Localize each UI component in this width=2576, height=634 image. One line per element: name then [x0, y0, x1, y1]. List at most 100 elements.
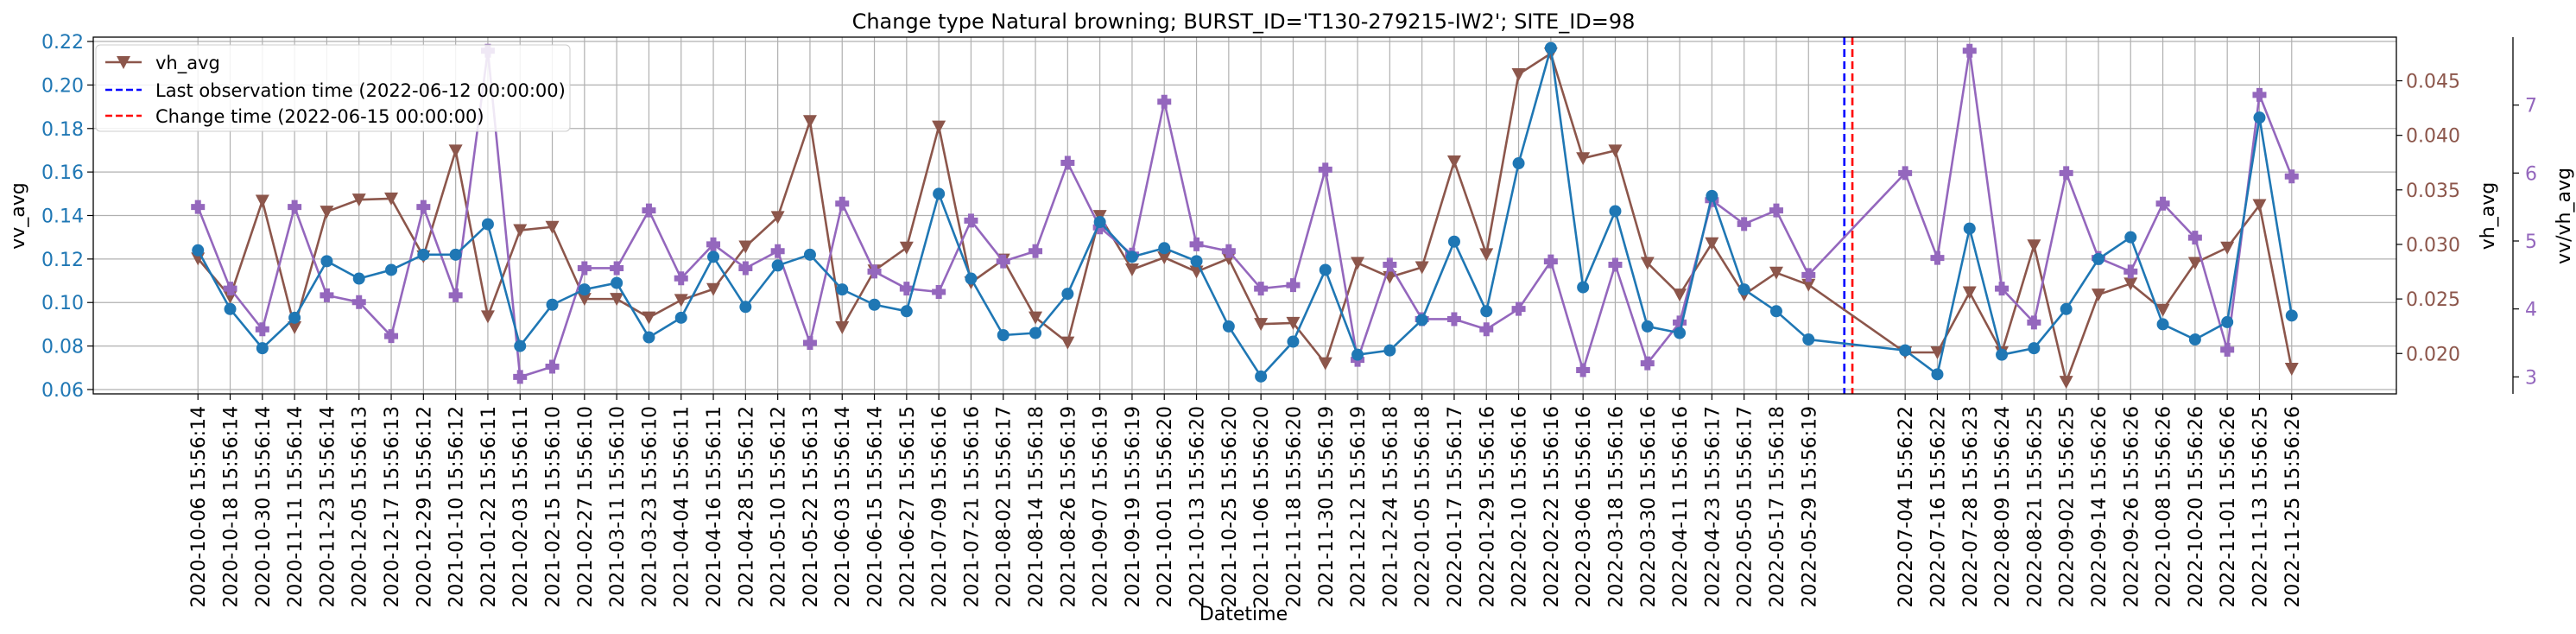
point-vh-avg: [2059, 376, 2073, 390]
point-vh-avg: [1801, 278, 1816, 292]
point-vh-avg: [932, 120, 946, 134]
point-vh-avg: [1286, 316, 1301, 330]
point-vv-avg: [417, 248, 430, 261]
tick-layer: 2020-10-06 15:56:14 2020-10-18 15:56:14 20…: [41, 32, 2537, 608]
point-vh-avg: [577, 293, 592, 307]
x-tick-label: 2021-06-27 15:56:15: [897, 406, 919, 608]
point-vv-vh-avg: [448, 288, 463, 302]
point-vv-vh-avg: [191, 200, 206, 214]
x-tick-label: 2022-09-26 15:56:26: [2121, 406, 2142, 608]
point-vh-avg: [770, 211, 785, 225]
legend-label-change-time: Change time (2022-06-15 00:00:00): [155, 106, 484, 127]
point-vh-avg: [706, 282, 721, 296]
point-vv-vh-avg: [738, 261, 753, 276]
x-tick-label: 2021-10-13 15:56:20: [1187, 406, 1209, 608]
x-tick-label: 2021-09-07 15:56:19: [1091, 406, 1112, 608]
point-vv-avg: [2221, 315, 2234, 328]
point-vv-avg: [2092, 252, 2104, 265]
point-vv-avg: [578, 283, 591, 296]
point-vv-avg: [449, 248, 462, 261]
point-vv-vh-avg: [416, 200, 431, 214]
x-tick-label: 2022-01-29 15:56:16: [1477, 406, 1498, 608]
point-vv-vh-avg: [706, 237, 721, 251]
x-tick-label: 2021-05-22 15:56:13: [801, 406, 822, 608]
point-vv-vh-avg: [1608, 257, 1623, 272]
point-vv-avg: [2060, 302, 2073, 315]
series-vv-vh-avg: [191, 43, 2299, 384]
x-tick-label: 2021-04-16 15:56:11: [704, 406, 725, 608]
x-tick-label: 2021-07-09 15:56:16: [929, 406, 951, 608]
point-vh-avg: [545, 220, 560, 234]
x-tick-label: 2022-04-23 15:56:17: [1702, 406, 1724, 608]
series-line-vv-vh-avg: [197, 49, 2293, 378]
point-vh-avg: [513, 224, 528, 238]
point-vv-avg: [771, 259, 784, 272]
point-vv-vh-avg: [1769, 203, 1783, 218]
x-tick-label: 2020-12-29 15:56:12: [414, 406, 435, 608]
x-tick-label: 2021-08-14 15:56:18: [1026, 406, 1047, 608]
y-right2-axis-title: vv/vh_avg: [2554, 168, 2575, 264]
point-vv-vh-avg: [577, 261, 592, 276]
x-tick-label: 2021-07-21 15:56:16: [961, 406, 983, 608]
point-vv-avg: [288, 311, 301, 324]
point-vv-avg: [674, 311, 687, 324]
point-vh-avg: [2091, 288, 2105, 302]
point-vv-vh-avg: [1898, 166, 1913, 181]
point-vv-vh-avg: [2123, 264, 2138, 279]
x-tick-label: 2022-09-14 15:56:26: [2089, 406, 2111, 608]
x-tick-label: 2021-04-04 15:56:11: [672, 406, 693, 608]
point-vv-vh-avg: [1221, 244, 1236, 258]
point-vv-avg: [1351, 348, 1364, 361]
point-vv-avg: [707, 250, 720, 263]
vline-layer: [1843, 37, 1854, 394]
point-vh-avg: [1124, 263, 1139, 277]
y-left-tick-label: 0.14: [41, 206, 84, 228]
point-vv-vh-avg: [255, 322, 269, 337]
point-vv-avg: [1158, 242, 1171, 255]
point-vv-vh-avg: [610, 261, 624, 276]
point-vv-avg: [836, 283, 849, 296]
point-vv-avg: [2285, 309, 2298, 322]
point-vh-avg: [802, 115, 817, 129]
point-vv-vh-avg: [1962, 43, 1977, 58]
point-vh-avg: [1415, 261, 1429, 275]
point-vv-vh-avg: [1157, 94, 1172, 109]
point-vv-avg: [1769, 305, 1782, 318]
series-line-vh-avg: [197, 52, 2294, 384]
series-layer: [191, 41, 2299, 390]
point-vv-avg: [1125, 250, 1138, 263]
x-tick-label: 2021-12-12 15:56:19: [1348, 406, 1370, 608]
x-tick-label: 2022-02-10 15:56:16: [1510, 406, 1531, 608]
point-vv-avg: [224, 302, 237, 315]
point-vv-vh-avg: [513, 370, 528, 384]
x-tick-label: 2022-07-16 15:56:22: [1927, 406, 1949, 608]
y-right1-axis-title: vh_avg: [2478, 182, 2499, 250]
y-left-tick-label: 0.06: [41, 380, 84, 402]
y-right2-tick-label: 4: [2525, 300, 2537, 321]
y-right2-tick-label: 3: [2525, 367, 2537, 389]
x-tick-label: 2021-10-25 15:56:20: [1219, 406, 1241, 608]
x-tick-label: 2021-01-10 15:56:12: [446, 406, 468, 608]
point-vv-vh-avg: [964, 213, 978, 228]
x-tick-label: 2021-10-01 15:56:20: [1155, 406, 1176, 608]
x-tick-label: 2022-03-06 15:56:16: [1573, 406, 1595, 608]
point-vh-avg: [384, 192, 399, 206]
x-tick-label: 2020-12-05 15:56:13: [350, 406, 371, 608]
point-vh-avg: [1673, 288, 1687, 302]
y-right2-tick-label: 5: [2525, 231, 2537, 253]
point-vv-vh-avg: [770, 244, 785, 258]
point-vv-avg: [192, 244, 205, 257]
point-vv-vh-avg: [1995, 282, 2010, 296]
x-tick-label: 2022-07-28 15:56:23: [1960, 406, 1982, 608]
point-vv-avg: [385, 263, 398, 276]
point-vv-vh-avg: [932, 285, 946, 299]
point-vv-avg: [1447, 235, 1460, 248]
y-right2-tick-label: 7: [2525, 96, 2537, 117]
point-vh-avg: [1351, 257, 1365, 270]
y-right1-tick-label: 0.035: [2406, 181, 2460, 202]
x-tick-label: 2020-12-17 15:56:13: [382, 406, 403, 608]
point-vv-vh-avg: [288, 200, 302, 214]
point-vv-avg: [256, 342, 269, 355]
point-vv-vh-avg: [1737, 217, 1751, 231]
